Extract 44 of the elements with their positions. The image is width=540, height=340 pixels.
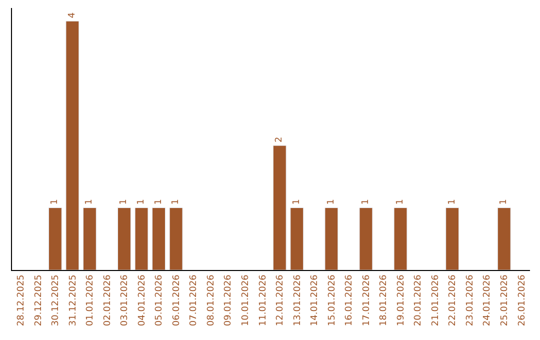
data-label: 1 <box>84 199 95 205</box>
x-tick-label: 17.01.2026 <box>362 274 372 326</box>
x-tick-label: 03.01.2026 <box>120 274 130 326</box>
x-tick-label: 06.01.2026 <box>172 274 182 326</box>
data-label: 1 <box>119 199 130 205</box>
data-label: 1 <box>292 199 302 205</box>
x-tick-label: 21.01.2026 <box>430 274 441 326</box>
x-tick-label: 11.01.2026 <box>258 274 268 326</box>
x-tick-label: 26.01.2026 <box>517 274 528 326</box>
data-label: 1 <box>360 199 371 205</box>
x-tick-label: 29.12.2025 <box>34 274 44 326</box>
x-tick-label: 07.01.2026 <box>189 274 200 326</box>
data-label: 1 <box>396 199 406 205</box>
x-tick-label: 13.01.2026 <box>292 274 303 326</box>
x-tick-label: 30.12.2025 <box>51 274 62 326</box>
x-tick-label: 23.01.2026 <box>465 274 476 326</box>
x-tick-label: 16.01.2026 <box>344 274 355 326</box>
data-label: 1 <box>499 199 510 205</box>
x-tick-label: 19.01.2026 <box>396 274 406 326</box>
x-tick-label: 09.01.2026 <box>224 274 234 326</box>
x-tick-label: 18.01.2026 <box>379 274 390 326</box>
x-tick-label: 08.01.2026 <box>206 274 216 326</box>
x-tick-label: 20.01.2026 <box>414 274 424 326</box>
x-tick-label: 14.01.2026 <box>310 274 320 326</box>
data-label: 4 <box>67 12 78 18</box>
data-label: 2 <box>274 136 285 143</box>
x-tick-label: 05.01.2026 <box>154 274 165 326</box>
data-label: 1 <box>136 199 147 205</box>
x-tick-label: 15.01.2026 <box>327 274 338 326</box>
x-tick-label: 04.01.2026 <box>137 274 148 326</box>
data-label: 1 <box>154 199 164 205</box>
x-tick-label: 31.12.2025 <box>68 274 78 326</box>
x-tick-label: 25.01.2026 <box>500 274 510 326</box>
x-tick-label: 01.01.2026 <box>86 274 96 326</box>
data-label: 1 <box>326 199 336 205</box>
x-tick-label: 22.01.2026 <box>448 274 458 326</box>
data-label: 1 <box>447 199 458 205</box>
x-tick-label: 10.01.2026 <box>241 274 252 326</box>
x-tick-label: 24.01.2026 <box>482 274 493 326</box>
x-tick-label: 28.12.2025 <box>16 274 27 326</box>
x-tick-label: 02.01.2026 <box>102 274 113 326</box>
x-tick-label: 12.01.2026 <box>276 274 286 326</box>
data-label: 1 <box>171 199 182 205</box>
data-label: 1 <box>50 199 60 205</box>
